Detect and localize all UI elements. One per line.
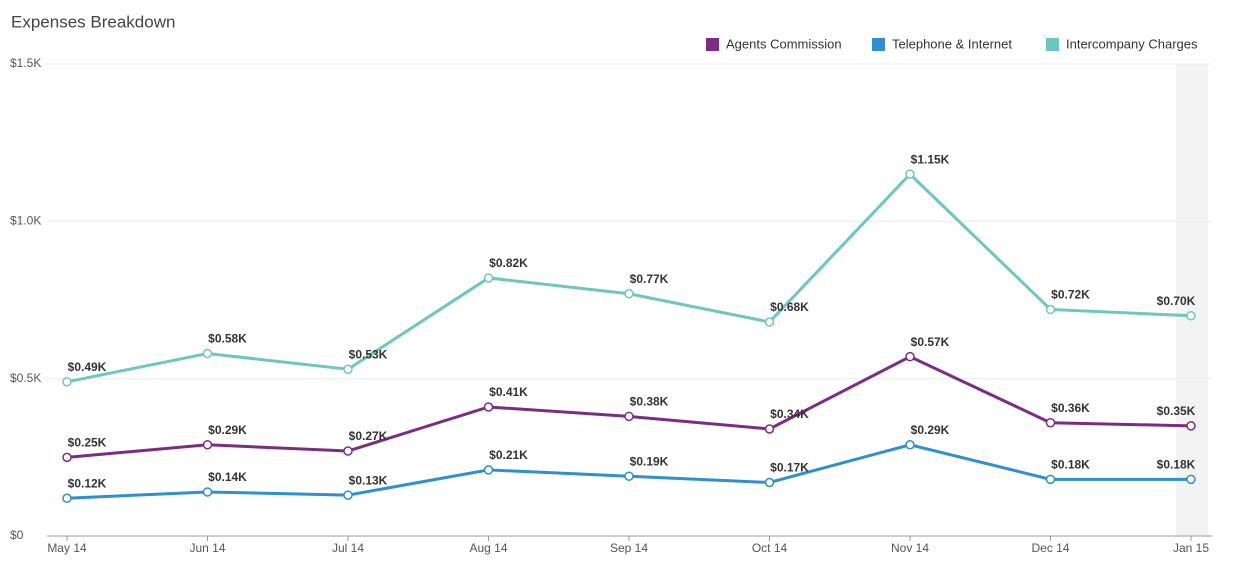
point xyxy=(1045,417,1056,428)
x-tick-label: Aug 14 xyxy=(469,541,507,555)
data-label: $0.18K xyxy=(1157,458,1196,472)
data-label: $0.21K xyxy=(489,448,528,462)
point xyxy=(764,424,775,434)
y-tick-label: $1.5K xyxy=(10,56,41,70)
data-label: $0.14K xyxy=(208,470,247,484)
point xyxy=(202,487,213,497)
point xyxy=(1045,474,1056,485)
point xyxy=(202,439,213,450)
x-tick-label: Dec 14 xyxy=(1031,541,1069,555)
y-tick-label: $0 xyxy=(10,528,24,542)
point xyxy=(343,490,353,500)
hover-band xyxy=(1176,64,1208,536)
legend-swatch xyxy=(706,38,719,51)
data-label: $0.36K xyxy=(1051,401,1090,415)
data-label: $0.68K xyxy=(770,300,809,314)
point xyxy=(624,411,634,422)
data-label: $0.77K xyxy=(630,272,669,286)
x-tick-label: May 14 xyxy=(47,541,87,555)
data-label: $0.17K xyxy=(770,461,809,475)
data-label: $0.12K xyxy=(68,476,107,490)
point xyxy=(1186,474,1196,485)
data-label: $0.27K xyxy=(349,429,388,443)
data-label: $0.35K xyxy=(1157,404,1196,418)
x-tick-label: Jul 14 xyxy=(332,541,364,555)
data-label: $0.49K xyxy=(68,360,107,374)
point xyxy=(624,471,634,481)
data-label: $0.72K xyxy=(1051,288,1090,302)
point xyxy=(624,288,634,299)
data-label: $0.57K xyxy=(911,335,950,349)
legend-label: Intercompany Charges xyxy=(1066,36,1198,51)
point xyxy=(905,439,915,450)
data-label: $0.18K xyxy=(1051,458,1090,472)
point xyxy=(483,465,494,475)
data-label: $0.34K xyxy=(770,407,809,421)
data-label: $0.19K xyxy=(630,454,669,468)
point xyxy=(343,364,353,374)
x-tick-label: Sep 14 xyxy=(610,541,648,555)
point xyxy=(483,402,494,412)
point xyxy=(62,452,72,463)
point xyxy=(483,273,494,283)
legend-label: Telephone & Internet xyxy=(892,36,1012,51)
point xyxy=(764,477,775,488)
legend-label: Agents Commission xyxy=(726,36,842,51)
data-label: $0.38K xyxy=(630,395,669,409)
data-label: $0.29K xyxy=(911,423,950,437)
data-label: $0.13K xyxy=(349,473,388,487)
data-label: $0.70K xyxy=(1157,294,1196,308)
x-tick-label: Oct 14 xyxy=(752,541,788,555)
chart-title: Expenses Breakdown xyxy=(11,12,175,31)
data-label: $0.53K xyxy=(349,347,388,361)
point xyxy=(1186,310,1196,321)
point xyxy=(764,317,775,327)
point xyxy=(202,348,213,359)
x-tick-label: Jan 15 xyxy=(1173,541,1209,555)
y-tick-label: $0.5K xyxy=(10,371,41,385)
legend-swatch xyxy=(872,38,885,51)
data-label: $0.29K xyxy=(208,423,247,437)
data-label: $0.82K xyxy=(489,256,528,270)
data-label: $0.25K xyxy=(68,436,107,450)
point xyxy=(62,377,72,387)
y-tick-label: $1.0K xyxy=(10,214,41,228)
point xyxy=(343,446,353,456)
legend-swatch xyxy=(1046,38,1059,51)
point xyxy=(1045,304,1056,315)
x-tick-label: Jun 14 xyxy=(189,541,225,555)
point xyxy=(62,493,72,503)
point xyxy=(905,169,915,179)
data-label: $0.58K xyxy=(208,332,247,346)
data-label: $1.15K xyxy=(911,152,950,166)
x-tick-label: Nov 14 xyxy=(891,541,929,555)
data-label: $0.41K xyxy=(489,385,528,399)
point xyxy=(1186,421,1196,431)
point xyxy=(905,351,915,362)
